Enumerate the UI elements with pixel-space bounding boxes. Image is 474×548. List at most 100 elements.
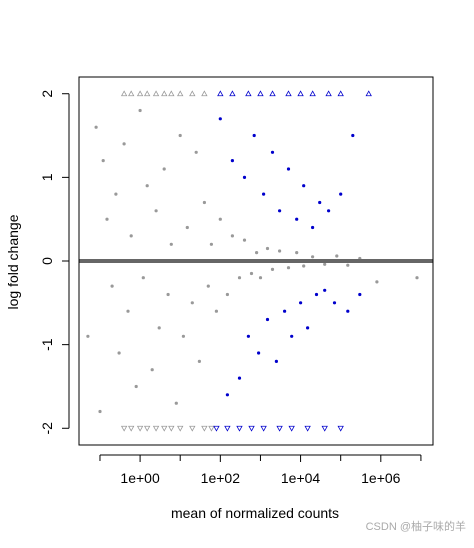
data-point	[129, 234, 133, 238]
clipped-point-marker-top	[143, 90, 151, 97]
y-axis-tick-label: 2	[39, 90, 55, 98]
data-point	[242, 238, 247, 242]
data-point	[166, 292, 170, 297]
data-point	[141, 276, 145, 280]
clipped-point-marker-top	[229, 90, 236, 97]
clipped-point-marker-bottom	[189, 425, 196, 432]
data-point	[339, 192, 343, 196]
data-point	[295, 251, 299, 255]
x-axis-tick-label: 1e+00	[120, 470, 160, 486]
data-point	[351, 133, 355, 138]
data-point	[190, 301, 194, 305]
data-point	[302, 264, 306, 268]
clipped-point-marker-bottom	[201, 425, 208, 432]
data-point	[154, 209, 158, 213]
plot-frame	[78, 76, 434, 446]
data-point	[150, 368, 154, 372]
clipped-point-marker-top	[269, 90, 276, 97]
y-axis-tick-label: 0	[39, 257, 55, 265]
clipped-point-marker-top	[168, 90, 175, 97]
y-axis: 2 1 0 -1 -2	[39, 90, 70, 434]
data-point	[299, 301, 303, 305]
data-point	[94, 125, 98, 129]
data-point	[283, 309, 287, 313]
data-point	[237, 276, 242, 280]
data-point	[295, 217, 299, 221]
clipped-point-marker-bottom	[321, 425, 328, 432]
data-point	[265, 317, 270, 322]
clipped-point-marker-top	[177, 90, 184, 97]
data-point	[274, 359, 278, 363]
data-point	[214, 309, 218, 313]
data-point	[252, 133, 256, 138]
data-point	[257, 351, 261, 355]
y-axis-tick-label: -1	[39, 338, 55, 351]
clipped-point-marker-bottom	[208, 425, 215, 432]
data-point	[314, 292, 319, 297]
x-axis: 1e+00 1e+02 1e+04 1e+06	[99, 454, 422, 486]
data-point	[225, 393, 229, 397]
data-point	[335, 254, 339, 258]
clipped-point-marker-top	[285, 90, 292, 97]
clipped-point-marker-bottom	[128, 425, 135, 432]
data-point	[209, 242, 213, 246]
data-point	[270, 150, 275, 154]
data-point	[206, 284, 210, 288]
data-point	[306, 326, 310, 330]
clipped-point-marker-top	[161, 90, 168, 97]
clipped-point-marker-bottom	[136, 425, 144, 432]
clipped-point-marker-bottom	[168, 425, 175, 432]
data-point	[358, 292, 362, 297]
clipped-point-marker-bottom	[288, 425, 295, 432]
data-point	[98, 409, 102, 414]
data-point	[230, 234, 234, 238]
data-point	[270, 267, 275, 271]
data-point	[218, 117, 222, 121]
data-point	[237, 376, 242, 380]
clipped-point-marker-bottom	[161, 425, 168, 432]
data-point	[157, 326, 161, 330]
clipped-point-marker-top	[128, 90, 135, 97]
data-point	[327, 209, 331, 213]
clipped-point-marker-bottom	[248, 425, 255, 432]
data-points-layer	[86, 90, 419, 432]
data-point	[197, 359, 201, 363]
data-point	[169, 242, 173, 246]
x-axis-tick-label: 1e+06	[361, 470, 401, 486]
data-point	[117, 351, 121, 355]
clipped-point-marker-top	[152, 90, 160, 97]
data-point	[332, 301, 337, 305]
data-point	[375, 280, 379, 284]
data-point	[174, 401, 178, 405]
y-axis-label: log fold change	[5, 214, 21, 309]
data-point	[265, 246, 270, 251]
clipped-point-marker-bottom	[236, 425, 243, 432]
data-point	[262, 192, 266, 196]
clipped-point-marker-top	[309, 90, 316, 97]
data-point	[218, 217, 222, 221]
data-point	[242, 175, 247, 179]
clipped-point-marker-bottom	[276, 425, 283, 432]
data-point	[178, 133, 182, 138]
x-axis-tick-label: 1e+04	[281, 470, 321, 486]
x-axis-tick-label: 1e+02	[201, 470, 241, 486]
data-point	[110, 284, 114, 288]
watermark: CSDN @柚子味的羊	[366, 519, 466, 533]
data-point	[346, 263, 350, 267]
clipped-point-marker-top	[136, 90, 144, 97]
x-axis-label: mean of normalized counts	[171, 505, 339, 521]
clipped-point-marker-bottom	[143, 425, 151, 432]
data-point	[105, 217, 109, 221]
data-point	[246, 334, 250, 338]
clipped-point-marker-bottom	[213, 425, 220, 432]
clipped-point-marker-bottom	[260, 425, 267, 432]
data-point	[230, 159, 234, 163]
data-point	[86, 334, 90, 338]
y-axis-tick-label: 1	[39, 173, 55, 181]
clipped-point-marker-top	[217, 90, 224, 97]
data-point	[225, 292, 229, 297]
clipped-point-marker-top	[325, 90, 332, 97]
clipped-point-marker-top	[365, 90, 372, 97]
